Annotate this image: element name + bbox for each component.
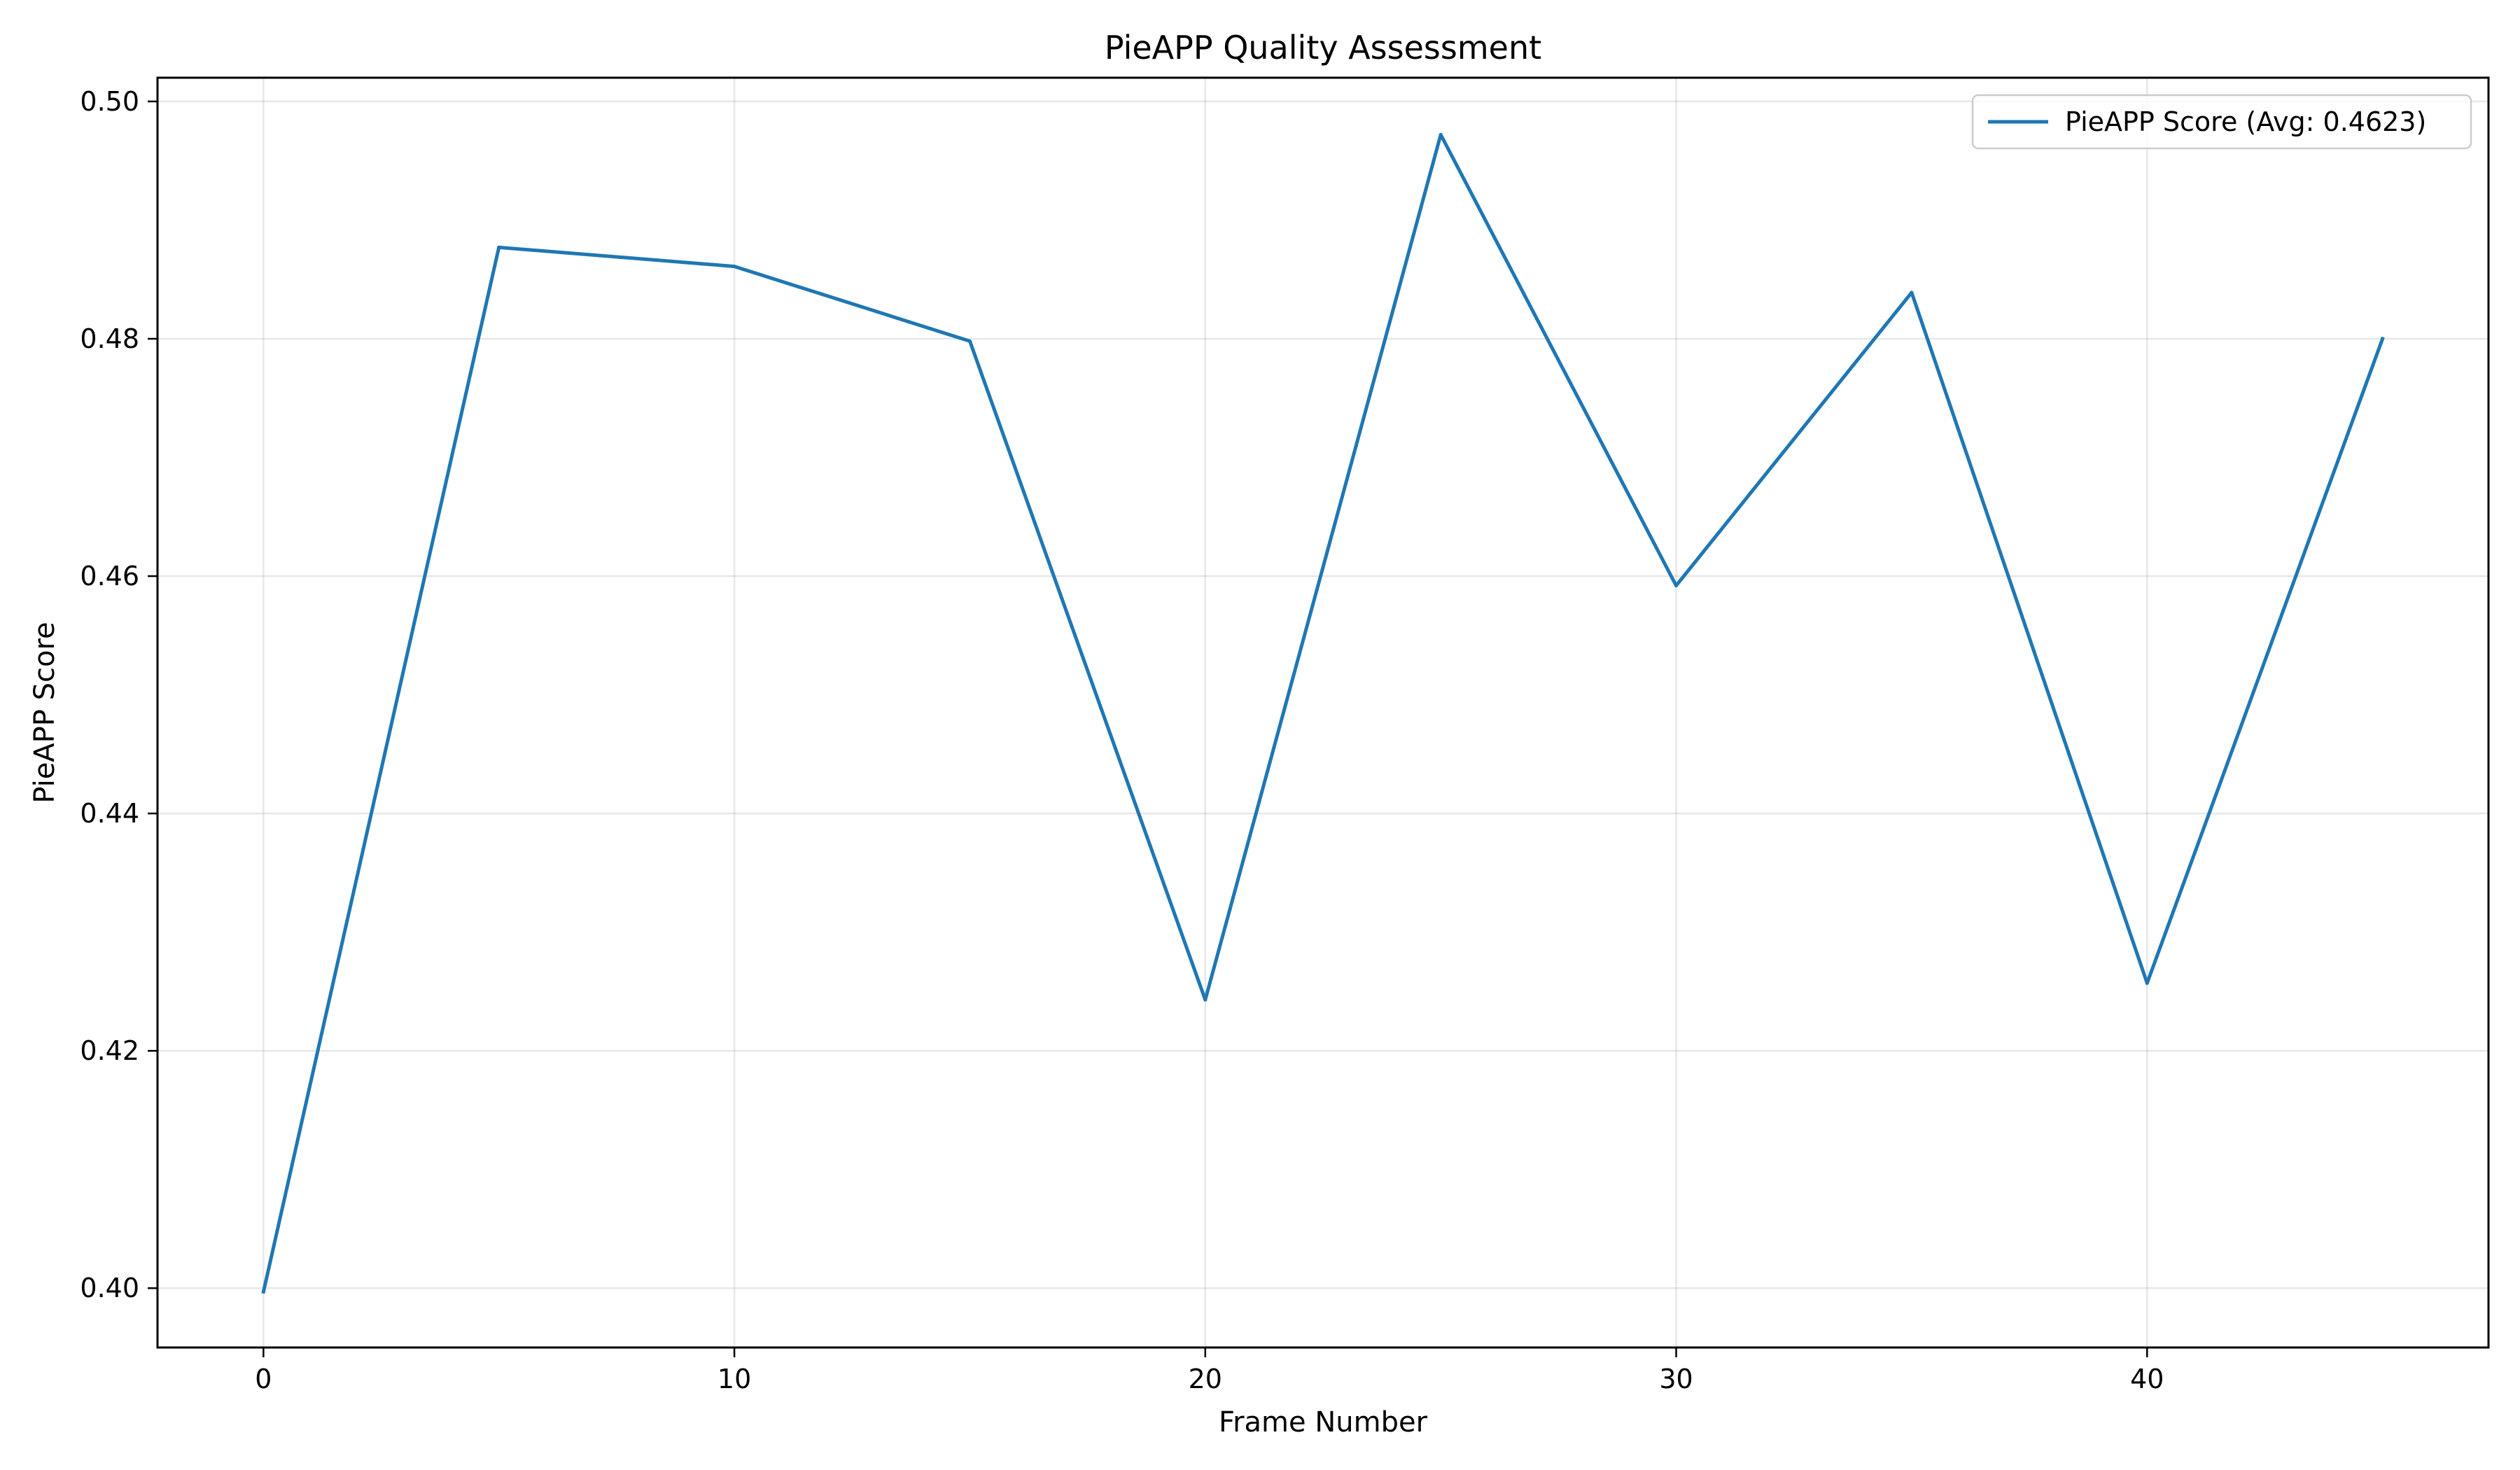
x-tick: 0 [255, 1348, 272, 1394]
x-axis-ticks: 0 10 20 30 40 [255, 1348, 2164, 1394]
data-point [1674, 584, 1678, 588]
legend-box [1971, 94, 2472, 150]
data-point [1438, 132, 1443, 136]
plot-frame [156, 76, 2490, 1349]
grid-lines [158, 78, 2488, 1348]
data-point [497, 245, 501, 249]
y-tick: 0.44 [80, 798, 158, 829]
x-tick: 30 [1659, 1348, 1693, 1394]
y-tick-label: 0.50 [80, 86, 139, 117]
y-tick: 0.46 [80, 561, 158, 592]
legend-label: PieAPP Score (Avg: 0.4623) [2065, 106, 2426, 137]
series-layer [261, 132, 2385, 1294]
series-line [261, 132, 2385, 1294]
y-tick-label: 0.44 [80, 798, 139, 829]
chart-title: PieAPP Quality Assessment [1105, 29, 1541, 66]
y-tick: 0.48 [80, 323, 158, 354]
data-point [732, 265, 736, 269]
x-tick-label: 30 [1659, 1364, 1693, 1394]
data-point [2145, 981, 2149, 985]
y-axis-label: PieAPP Score [29, 622, 61, 803]
x-tick-label: 0 [255, 1364, 272, 1394]
y-tick-label: 0.40 [80, 1273, 139, 1303]
legend: PieAPP Score (Avg: 0.4623) [1971, 94, 2472, 150]
data-point [1910, 290, 1914, 295]
x-tick-label: 40 [2130, 1364, 2164, 1394]
data-point [968, 339, 972, 343]
data-point [1203, 997, 1208, 1002]
x-tick-label: 10 [718, 1364, 751, 1394]
x-tick-label: 20 [1189, 1364, 1222, 1394]
y-tick: 0.40 [80, 1273, 158, 1303]
x-axis-label: Frame Number [1219, 1406, 1428, 1438]
y-tick: 0.50 [80, 86, 158, 117]
y-axis-ticks: 0.40 0.42 0.44 0.46 0.48 0.50 [80, 86, 158, 1303]
x-tick: 20 [1189, 1348, 1222, 1394]
x-tick: 40 [2130, 1348, 2164, 1394]
data-point [2381, 337, 2385, 341]
y-tick-label: 0.42 [80, 1035, 139, 1066]
y-tick: 0.42 [80, 1035, 158, 1066]
x-tick: 10 [718, 1348, 751, 1394]
y-tick-label: 0.46 [80, 561, 139, 592]
y-tick-label: 0.48 [80, 323, 139, 354]
data-point [261, 1289, 265, 1294]
